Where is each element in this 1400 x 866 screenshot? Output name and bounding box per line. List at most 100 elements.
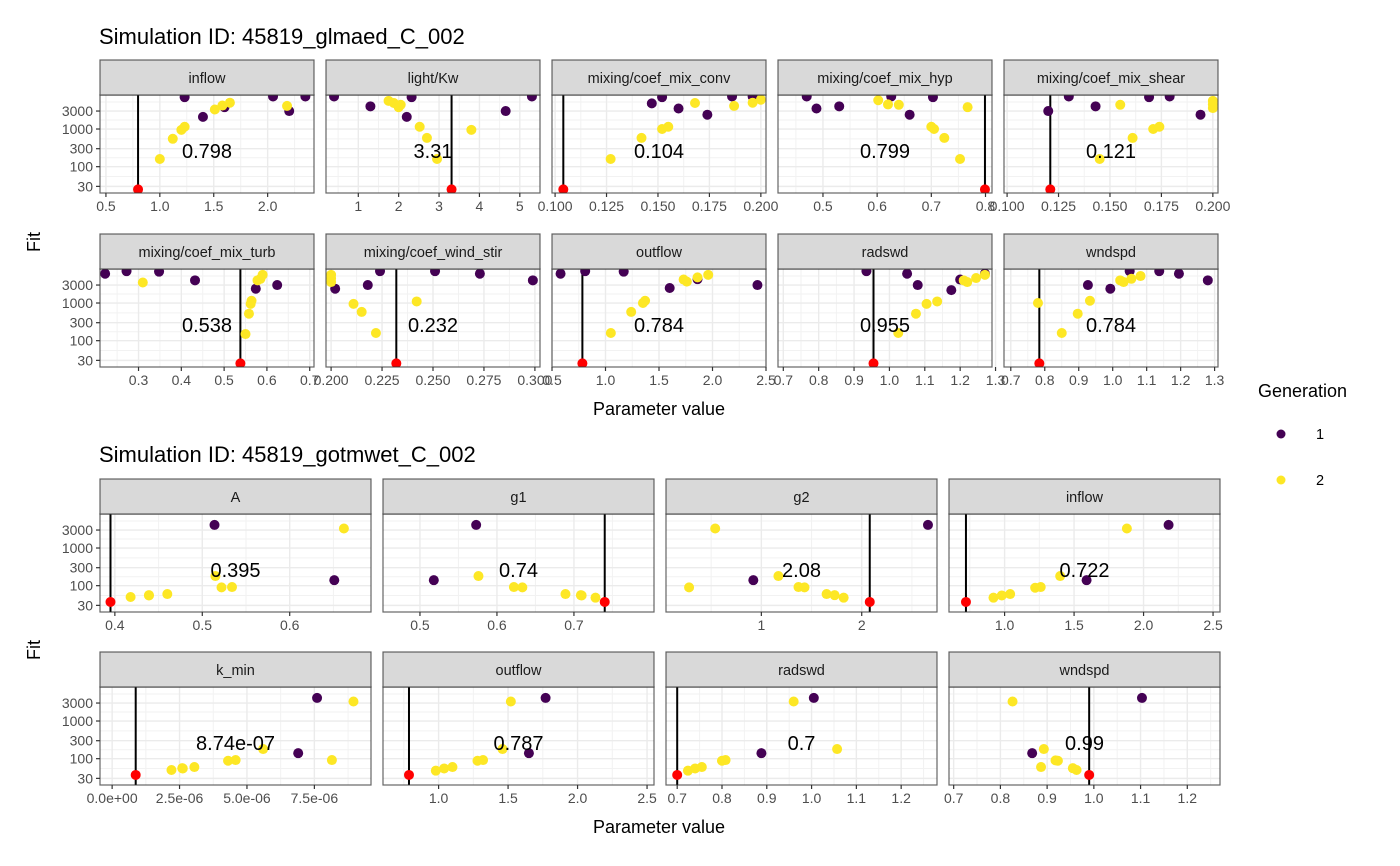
facet-panel: 2.08 g2 1 2 — [665, 478, 938, 633]
data-point-gen2 — [703, 269, 714, 280]
data-point-gen2 — [921, 298, 932, 309]
data-point-gen2 — [955, 153, 966, 164]
y-tick-label: 3000 — [62, 103, 93, 119]
x-tick-label: 1.2 — [891, 790, 911, 806]
data-point-gen1 — [179, 95, 190, 103]
data-point-gen1 — [664, 283, 675, 294]
x-tick-label: 0.125 — [1041, 198, 1076, 214]
best-point — [235, 358, 246, 367]
data-point-gen1 — [293, 748, 304, 759]
facet-panel: 0.121 mixing/coef_mix_shear 0.100 0.125 0.15… — [990, 59, 1231, 214]
data-point-gen1 — [756, 748, 767, 759]
facet-strip-label: inflow — [1066, 490, 1104, 506]
data-point-gen2 — [466, 124, 477, 135]
facet-strip-label: mixing/coef_wind_stir — [364, 245, 503, 261]
points-group — [133, 95, 311, 193]
data-point-gen2 — [348, 298, 359, 309]
data-point-gen1 — [474, 269, 485, 279]
data-point-gen2 — [224, 97, 235, 108]
x-tick-label: 1.0 — [429, 790, 449, 806]
points-group — [1032, 269, 1213, 367]
y-tick-label: 100 — [70, 333, 94, 349]
data-point-gen1 — [428, 575, 439, 586]
x-tick-label: 0.8 — [809, 372, 829, 388]
data-point-gen1 — [673, 103, 684, 114]
data-point-gen1 — [401, 111, 412, 122]
facet-panel: 0.784 outflow 0.5 1.0 1.5 2.0 2.5 — [542, 233, 776, 388]
data-point-gen2 — [282, 100, 293, 111]
points-group — [861, 269, 990, 367]
data-point-gen1 — [727, 95, 738, 102]
y-axis-title-bottom: Fit — [24, 640, 44, 660]
x-tick-label: 5 — [516, 198, 524, 214]
legend-label-gen1: 1 — [1316, 427, 1324, 443]
data-point-gen2 — [1135, 271, 1146, 282]
facet-strip-label: mixing/coef_mix_hyp — [817, 71, 952, 87]
data-point-gen2 — [1035, 582, 1046, 593]
x-tick-label: 1.0 — [880, 372, 900, 388]
x-tick-label: 0.0e+00 — [87, 790, 138, 806]
data-point-gen2 — [590, 592, 601, 603]
y-tick-label: 1000 — [62, 295, 93, 311]
data-point-gen2 — [821, 589, 832, 600]
x-tick-label: 1.5 — [649, 372, 669, 388]
best-point — [1084, 769, 1095, 780]
data-point-gen2 — [505, 696, 516, 707]
best-point — [577, 358, 588, 367]
x-tick-label: 2 — [395, 198, 403, 214]
facet-strip-label: g2 — [793, 490, 809, 506]
data-point-gen2 — [414, 121, 425, 132]
data-point-gen2 — [421, 132, 432, 143]
data-point-gen1 — [1082, 280, 1093, 291]
data-point-gen1 — [1090, 101, 1101, 112]
data-point-gen1 — [121, 269, 132, 277]
data-point-gen1 — [1043, 106, 1054, 117]
points-group — [801, 95, 990, 193]
data-point-gen2 — [1118, 277, 1129, 288]
best-point — [979, 184, 990, 193]
data-point-gen1 — [300, 95, 311, 102]
data-point-gen2 — [210, 571, 221, 582]
facet-strip — [948, 651, 1221, 688]
x-tick-label: 1 — [354, 198, 362, 214]
points-group — [672, 692, 843, 780]
best-point — [133, 184, 144, 193]
data-point-gen1 — [752, 280, 763, 291]
x-tick-label: 0.125 — [589, 198, 624, 214]
x-tick-label: 1.1 — [915, 372, 935, 388]
data-point-gen1 — [748, 575, 759, 586]
facet-strip-label: wndspd — [1085, 245, 1136, 261]
facet-strip — [665, 651, 938, 688]
data-point-gen1 — [527, 275, 538, 286]
facet-strip — [551, 233, 767, 270]
y-tick-label: 30 — [77, 352, 93, 368]
x-tick-label: 1.2 — [950, 372, 970, 388]
data-point-gen1 — [1202, 275, 1213, 286]
y-tick-label: 3000 — [62, 277, 93, 293]
best-point — [864, 596, 875, 607]
data-point-gen2 — [326, 269, 337, 280]
data-point-gen2 — [681, 276, 692, 287]
x-tick-label: 0.150 — [640, 198, 675, 214]
y-tick-label: 30 — [77, 597, 93, 613]
x-tick-label: 0.7 — [1001, 372, 1021, 388]
x-tick-label: 2.5 — [756, 372, 776, 388]
x-tick-label: 0.6 — [257, 372, 277, 388]
facet-strip-label: inflow — [188, 71, 226, 87]
facet-panel: 8.74e-07 k_min 0.0e+00 2.5e-06 5.0e-06 7.5e-0… — [62, 651, 372, 806]
data-point-gen1 — [927, 95, 938, 103]
data-point-gen1 — [902, 269, 913, 279]
x-tick-label: 0.275 — [466, 372, 501, 388]
data-point-gen1 — [1163, 519, 1174, 530]
x-tick-label: 0.5 — [542, 372, 562, 388]
y-tick-label: 100 — [70, 159, 94, 175]
data-point-gen2 — [447, 762, 458, 773]
data-point-gen1 — [209, 519, 220, 530]
data-point-gen2 — [411, 296, 422, 307]
data-point-gen2 — [832, 744, 843, 755]
x-tick-label: 1.1 — [847, 790, 867, 806]
best-value-annotation: 0.74 — [499, 560, 538, 582]
legend: Generation 1 2 — [1258, 381, 1347, 489]
data-point-gen1 — [190, 275, 201, 286]
facet-strip-label: mixing/coef_mix_turb — [139, 245, 276, 261]
